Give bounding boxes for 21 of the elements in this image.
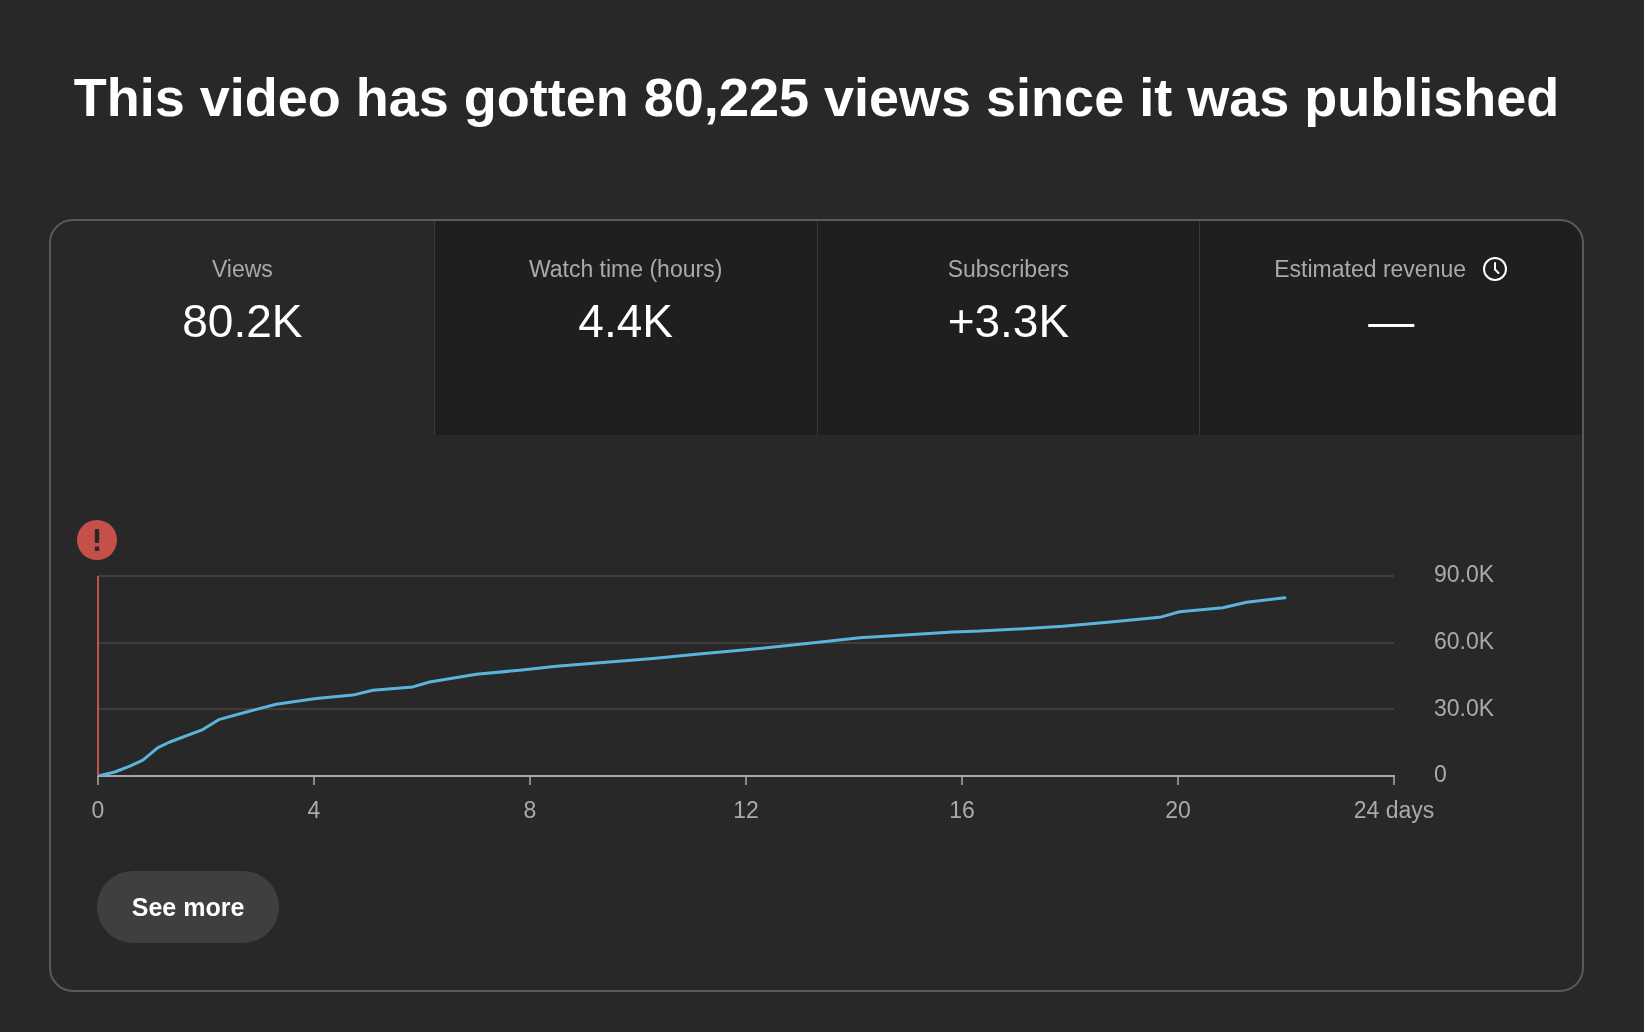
category-label: Subscribers xyxy=(947,255,1070,284)
category-label: Estimated revenue xyxy=(1274,255,1467,284)
x-tick-label: 20 xyxy=(1165,797,1191,824)
text: This video has gotten 80,225 views since it was published xyxy=(72,66,1561,129)
text: — xyxy=(1368,295,1415,347)
x-tick-label: 8 xyxy=(523,797,537,824)
y-tick-label: 0 xyxy=(1434,761,1447,788)
x-tick-label: 0 xyxy=(91,797,105,824)
y-tick-label: 30.0K xyxy=(1434,694,1495,721)
button: See more xyxy=(97,871,279,943)
y-tick-label: 90.0K xyxy=(1434,561,1495,588)
y-tick-label: 60.0K xyxy=(1434,628,1495,655)
x-tick-label: 24 days xyxy=(1353,797,1435,824)
category-label: Watch time (hours) xyxy=(528,255,723,284)
x-tick-label: 16 xyxy=(949,797,975,824)
x-tick-label: 4 xyxy=(307,797,321,824)
text: +3.3K xyxy=(947,295,1070,347)
text: 80.2K xyxy=(182,295,303,347)
x-tick-label: 12 xyxy=(733,797,759,824)
text: 4.4K xyxy=(578,295,673,347)
category-label: Views xyxy=(211,255,273,284)
